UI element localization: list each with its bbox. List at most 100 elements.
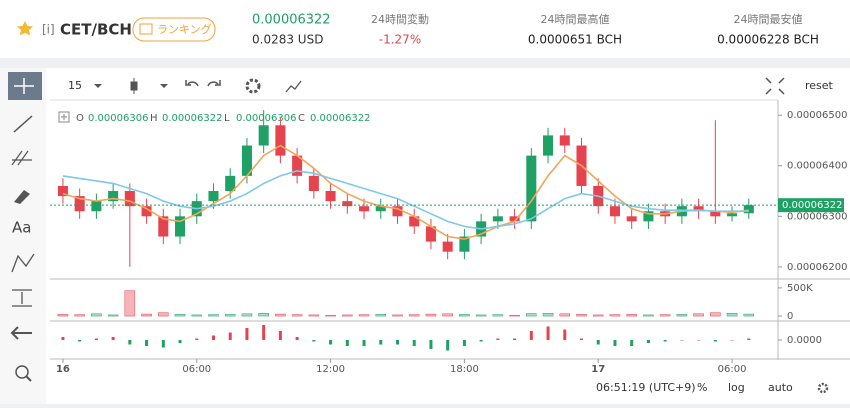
volume-bar xyxy=(291,314,303,317)
volume-bar xyxy=(191,314,203,317)
candle-body xyxy=(175,216,186,237)
candle-body xyxy=(342,201,353,207)
volume-bar xyxy=(542,312,554,317)
volume-bar xyxy=(174,314,186,317)
macd-bar xyxy=(747,338,751,340)
volume-bar xyxy=(107,314,119,317)
redo[interactable] xyxy=(207,80,221,87)
volume-bar xyxy=(375,314,387,317)
macd-bar xyxy=(145,340,149,346)
volume-bar xyxy=(124,290,136,317)
macd-bar xyxy=(329,340,333,345)
macd-bar xyxy=(563,329,567,340)
volume-bar xyxy=(693,313,704,317)
volume-bar xyxy=(358,314,370,317)
crosshair-icon xyxy=(14,78,34,94)
info[interactable]: [i] xyxy=(42,23,55,37)
log-toggle[interactable]: log xyxy=(728,381,745,394)
macd-bar xyxy=(395,340,399,345)
ranking-label[interactable]: ランキング xyxy=(157,22,212,36)
candle-style[interactable] xyxy=(130,78,138,94)
fullscreen[interactable] xyxy=(765,77,785,95)
brush-tool[interactable] xyxy=(14,190,30,204)
macd-bar xyxy=(580,338,584,340)
macd-bar xyxy=(78,340,82,342)
candle-body xyxy=(359,206,370,212)
macd-bar xyxy=(245,328,249,340)
volume-bar xyxy=(224,314,236,317)
volume-bar xyxy=(342,314,353,317)
zoom-tool[interactable] xyxy=(15,365,29,379)
volume-bar xyxy=(609,314,621,317)
macd-bar xyxy=(161,340,165,348)
favorite-star[interactable] xyxy=(17,21,33,36)
pattern-tool[interactable] xyxy=(11,253,35,273)
volume-bar xyxy=(710,312,721,317)
auto-toggle[interactable]: auto xyxy=(768,381,793,394)
candle-body xyxy=(543,135,554,156)
candle-body xyxy=(526,155,537,222)
macd-bar xyxy=(513,338,517,340)
chart-panel xyxy=(0,68,850,404)
candle-body xyxy=(275,125,286,156)
stat-label: 24時間最安値 xyxy=(734,12,803,26)
x-tick-label: 12:00 xyxy=(316,364,345,375)
style-arrow[interactable] xyxy=(160,84,168,88)
volume-bar xyxy=(509,314,520,317)
volume-bar xyxy=(492,314,504,317)
candle-body xyxy=(124,191,135,207)
volume-bar xyxy=(308,314,320,317)
legend-toggle[interactable] xyxy=(58,111,70,123)
fib-tool[interactable] xyxy=(11,150,32,166)
volume-tick-label: 500K xyxy=(787,283,813,294)
volume-bar xyxy=(659,314,671,317)
remove-tool[interactable] xyxy=(10,326,32,340)
y-tick-label: 0.00006400 xyxy=(787,161,847,172)
x-tick-label: 06:00 xyxy=(718,364,747,375)
volume-bar xyxy=(57,314,69,317)
percent-toggle[interactable]: % xyxy=(697,381,707,394)
candle-body xyxy=(409,216,420,227)
macd-bar xyxy=(211,335,215,340)
x-tick-label: 18:00 xyxy=(450,364,479,375)
undo[interactable] xyxy=(185,80,199,87)
legend-value: 0.00006322 xyxy=(310,113,370,124)
candle-body xyxy=(425,226,436,242)
candle-body xyxy=(91,201,102,212)
candle-body xyxy=(258,125,269,146)
interval[interactable]: 15 xyxy=(68,79,82,92)
candle-body xyxy=(643,211,654,222)
interval-arrow[interactable] xyxy=(94,84,102,88)
settings[interactable] xyxy=(245,78,261,94)
macd-bar xyxy=(111,337,115,340)
macd-bar xyxy=(479,340,483,342)
x-tick-label: 17 xyxy=(591,364,605,375)
candle-body xyxy=(609,206,620,217)
clock: 06:51:19 (UTC+9) xyxy=(596,381,696,394)
macd-bar xyxy=(697,340,701,341)
indicators[interactable] xyxy=(285,80,302,93)
chart-settings[interactable] xyxy=(817,382,829,394)
text-tool[interactable]: Aa xyxy=(12,219,31,237)
last-price-label: 0.00006322 xyxy=(782,200,842,211)
reset[interactable]: reset xyxy=(805,79,834,92)
volume-tick-label: 0 xyxy=(787,311,793,322)
ranking-icon xyxy=(139,23,153,35)
ranking-button[interactable] xyxy=(132,17,216,42)
candle-body xyxy=(710,211,721,217)
measure-tool[interactable] xyxy=(12,289,32,307)
macd-bar xyxy=(178,340,182,343)
volume-bar xyxy=(158,312,169,317)
candle-body xyxy=(225,175,236,192)
candle-body xyxy=(74,196,85,212)
y-tick-label: 0.00006300 xyxy=(787,211,847,222)
line-tool[interactable] xyxy=(13,115,33,133)
candle-body xyxy=(325,191,336,202)
legend-key: O xyxy=(76,113,84,124)
y-tick-label: 0.00006500 xyxy=(787,110,847,121)
candle-body xyxy=(108,191,119,202)
macd-bar xyxy=(496,338,500,340)
stat-value: 0.00006228 BCH xyxy=(717,33,819,47)
